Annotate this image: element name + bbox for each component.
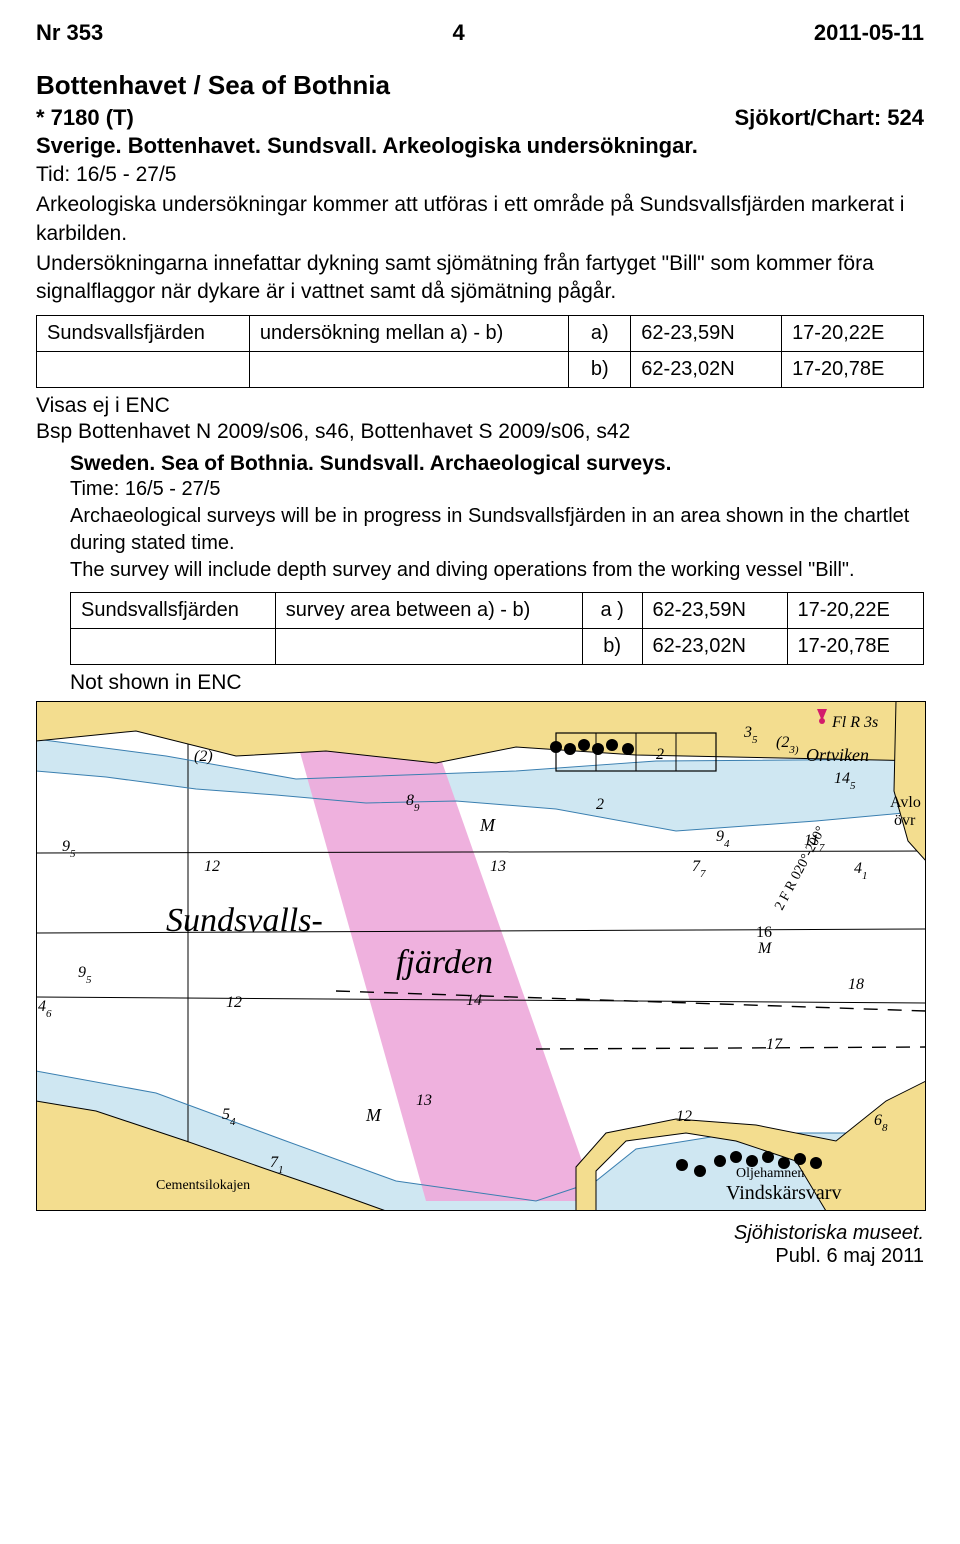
- sv-heading: Sverige. Bottenhavet. Sundsvall. Arkeolo…: [36, 133, 924, 159]
- en-para1: Archaeological surveys will be in progre…: [70, 503, 924, 557]
- en-heading: Sweden. Sea of Bothnia. Sundsvall. Archa…: [70, 452, 924, 476]
- source-name: Sjöhistoriska museet.: [734, 1222, 924, 1244]
- svg-text:13: 13: [490, 858, 506, 875]
- cell-lat: 62-23,02N: [642, 628, 787, 664]
- cell-desc: undersökning mellan a) - b): [249, 315, 568, 351]
- svg-text:12: 12: [204, 858, 220, 875]
- svg-text:17: 17: [766, 1036, 783, 1053]
- cell-empty: [249, 351, 568, 387]
- cell-region: Sundsvallsfjärden: [71, 592, 276, 628]
- cell-lat: 62-23,59N: [642, 592, 787, 628]
- source-credit: Sjöhistoriska museet. Publ. 6 maj 2011: [36, 1222, 924, 1268]
- svg-text:12: 12: [226, 994, 242, 1011]
- table-row: b) 62-23,02N 17-20,78E: [37, 351, 924, 387]
- not-shown-enc: Not shown in ENC: [70, 671, 924, 695]
- cell-lat: 62-23,59N: [631, 315, 782, 351]
- svg-text:Vindskärsvarv: Vindskärsvarv: [726, 1182, 841, 1204]
- svg-text:Sundsvalls-: Sundsvalls-: [166, 902, 323, 939]
- doc-header: Nr 353 4 2011-05-11: [36, 20, 924, 46]
- chartlet-map: Sundsvalls-fjärden Ortviken Fl R 3s Avloövr…: [36, 701, 926, 1211]
- svg-text:övr: övr: [894, 812, 916, 829]
- svg-text:fjärden: fjärden: [396, 944, 493, 981]
- cell-lon: 17-20,78E: [787, 628, 924, 664]
- svg-text:Fl R 3s: Fl R 3s: [831, 714, 878, 731]
- en-coord-table: Sundsvallsfjärden survey area between a)…: [70, 592, 924, 665]
- sv-time: Tid: 16/5 - 27/5: [36, 161, 924, 189]
- table-row: Sundsvallsfjärden undersökning mellan a)…: [37, 315, 924, 351]
- page-number: 4: [452, 20, 464, 46]
- en-time: Time: 16/5 - 27/5: [70, 476, 924, 503]
- cell-lon: 17-20,22E: [787, 592, 924, 628]
- svg-text:Ortviken: Ortviken: [806, 745, 869, 765]
- svg-text:2: 2: [596, 796, 604, 813]
- sv-coord-table: Sundsvallsfjärden undersökning mellan a)…: [36, 315, 924, 388]
- doc-number: Nr 353: [36, 20, 103, 46]
- svg-text:Cementsilokajen: Cementsilokajen: [156, 1178, 250, 1193]
- svg-text:12: 12: [676, 1108, 692, 1125]
- svg-text:Avlo: Avlo: [890, 794, 921, 811]
- svg-text:18: 18: [848, 976, 864, 993]
- svg-text:(2): (2): [194, 748, 213, 765]
- cell-lab: a ): [582, 592, 642, 628]
- doc-date: 2011-05-11: [814, 20, 924, 46]
- cell-lon: 17-20,22E: [782, 315, 924, 351]
- en-block: Sweden. Sea of Bothnia. Sundsvall. Archa…: [70, 452, 924, 584]
- svg-text:M: M: [479, 815, 496, 835]
- bsp-ref: Bsp Bottenhavet N 2009/s06, s46, Bottenh…: [36, 420, 924, 444]
- sv-para1: Arkeologiska undersökningar kommer att u…: [36, 191, 924, 248]
- table-row: b) 62-23,02N 17-20,78E: [71, 628, 924, 664]
- cell-lab: b): [569, 351, 631, 387]
- cell-lon: 17-20,78E: [782, 351, 924, 387]
- publication-date: Publ. 6 maj 2011: [775, 1245, 924, 1267]
- table-row: Sundsvallsfjärden survey area between a)…: [71, 592, 924, 628]
- section-title: Bottenhavet / Sea of Bothnia: [36, 70, 924, 101]
- svg-text:M: M: [757, 940, 773, 957]
- svg-text:13: 13: [416, 1092, 432, 1109]
- cell-lab: b): [582, 628, 642, 664]
- svg-text:2: 2: [656, 746, 664, 763]
- issue-number: * 7180 (T): [36, 105, 134, 131]
- cell-lat: 62-23,02N: [631, 351, 782, 387]
- svg-text:16: 16: [756, 924, 772, 941]
- sv-para2: Undersökningarna innefattar dykning samt…: [36, 250, 924, 307]
- svg-text:M: M: [365, 1105, 382, 1125]
- cell-empty: [275, 628, 582, 664]
- cell-empty: [37, 351, 250, 387]
- issue-chart-row: * 7180 (T) Sjökort/Chart: 524: [36, 105, 924, 131]
- cell-region: Sundsvallsfjärden: [37, 315, 250, 351]
- cell-desc: survey area between a) - b): [275, 592, 582, 628]
- svg-text:14: 14: [466, 992, 482, 1009]
- en-para2: The survey will include depth survey and…: [70, 557, 924, 584]
- cell-empty: [71, 628, 276, 664]
- visas-ej-enc: Visas ej i ENC: [36, 394, 924, 418]
- cell-lab: a): [569, 315, 631, 351]
- chart-ref: Sjökort/Chart: 524: [735, 105, 925, 131]
- svg-text:Oljehamnen: Oljehamnen: [736, 1166, 804, 1181]
